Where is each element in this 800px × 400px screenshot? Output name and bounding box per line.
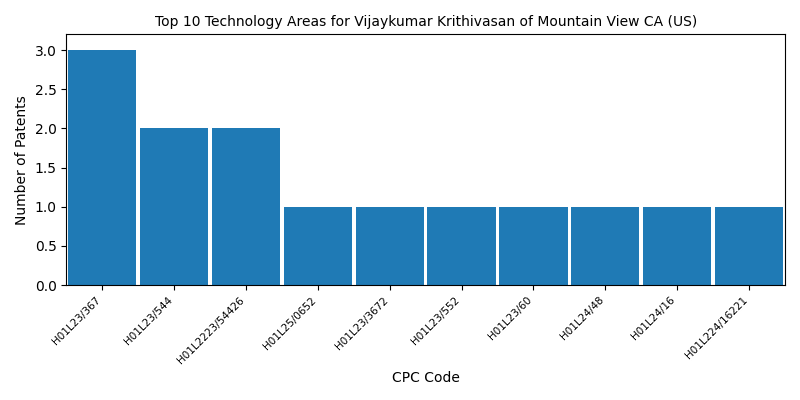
Bar: [643, 207, 711, 285]
Bar: [571, 207, 639, 285]
Bar: [499, 207, 567, 285]
Y-axis label: Number of Patents: Number of Patents: [15, 95, 29, 225]
Title: Top 10 Technology Areas for Vijaykumar Krithivasan of Mountain View CA (US): Top 10 Technology Areas for Vijaykumar K…: [154, 15, 697, 29]
X-axis label: CPC Code: CPC Code: [392, 371, 459, 385]
Bar: [284, 207, 352, 285]
Bar: [355, 207, 424, 285]
Bar: [427, 207, 496, 285]
Bar: [68, 50, 136, 285]
Bar: [715, 207, 783, 285]
Bar: [140, 128, 208, 285]
Bar: [212, 128, 280, 285]
